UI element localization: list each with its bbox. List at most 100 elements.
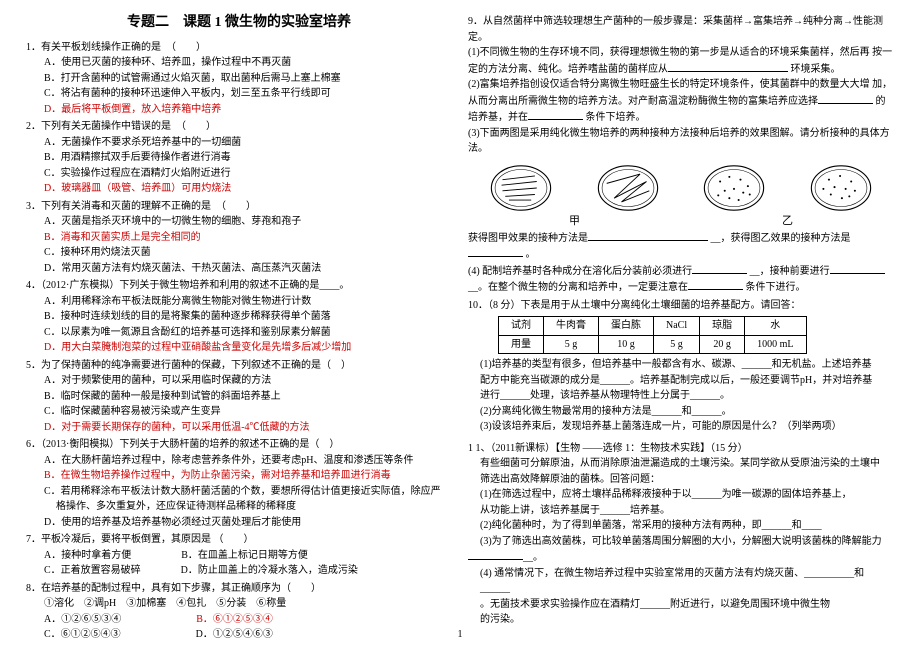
q9-3: (3)下面两图是采用纯化微生物培养的两种接种方法接种后培养的效果图解。请分析接种… <box>468 126 894 157</box>
q3: 3．下列有关消毒和灭菌的理解不正确的是 （ ） <box>26 199 452 215</box>
q11b: 筛选出高效降解原油的菌株。回答问题： <box>468 472 894 488</box>
th: 水 <box>745 317 806 336</box>
afa: 获得图甲效果的接种方法是 <box>468 233 588 244</box>
blank <box>588 230 708 241</box>
q9-2: (2)富集培养指创设仅适合特分离微生物旺盛生长的特定环境条件，使其菌群中的数量大… <box>468 77 894 126</box>
q2-c: C．实验操作过程应在酒精灯火焰附近进行 <box>26 166 452 182</box>
td: 1000 mL <box>745 335 806 354</box>
th: 试剂 <box>499 317 544 336</box>
q4-d: D．用大白菜腌制泡菜的过程中亚硝酸盐含量变化是先增多后减少增加 <box>26 340 452 356</box>
q3-d: D．常用灭菌方法有灼烧灭菌法、干热灭菌法、高压蒸汽灭菌法 <box>26 261 452 277</box>
doc-title: 专题二 课题 1 微生物的实验室培养 <box>26 12 452 34</box>
q4: 4．（2012·广东模拟）下列关于微生物培养和利用的叙述不正确的是____。 <box>26 278 452 294</box>
th: NaCl <box>654 317 700 336</box>
q11-4a: (4) 通常情况下，在微生物培养过程中实验室常用的灭菌方法有灼烧灭菌、_____… <box>468 566 894 597</box>
q8-row2: C．⑥①②⑤④③ D．①②⑤④⑥③ <box>26 627 452 643</box>
q11-2c: __。 <box>468 549 894 566</box>
q5-d: D．对于需要长期保存的菌种，可以采用低温-4℃低藏的方法 <box>26 420 452 436</box>
q7-ab: A．接种时拿着方便 B．在皿盖上标记日期等方便 <box>26 548 452 564</box>
q5-a: A．对于频繁使用的菌种，可以采用临时保藏的方法 <box>26 373 452 389</box>
petri-dish-streak-2 <box>595 163 661 213</box>
q10-1b: 配方中能充当碳源的成分是______。培养基配制完成以后，一般还要调节pH，并对… <box>468 373 894 389</box>
q10: 10．（8 分）下表是用于从土壤中分离纯化土壤细菌的培养基配方。请回答： <box>468 298 894 314</box>
th: 牛肉膏 <box>544 317 599 336</box>
q6-d: D．使用的培养基及培养基物必须经过灭菌处理后才能使用 <box>26 515 452 531</box>
q2-a: A．无菌操作不要求杀死培养基中的一切细菌 <box>26 135 452 151</box>
q2-d: D．玻璃器皿（吸管、培养皿）可用灼烧法 <box>26 181 452 197</box>
q1-a: A．使用已灭菌的接种环、培养皿，操作过程中不再灭菌 <box>26 55 452 71</box>
q11-4c: 的污染。 <box>468 612 894 628</box>
page-number: 1 <box>458 629 463 640</box>
td: 5 g <box>654 335 700 354</box>
q94b: __，接种前要进行 <box>750 266 830 277</box>
q94d: 条件下进行。 <box>746 282 806 293</box>
q10-2: (2)分离纯化微生物最常用的接种方法是______和______。 <box>468 404 894 420</box>
q1: 1．有关平板划线操作正确的是 （ ） <box>26 40 452 56</box>
q8-b: B．⑥①②⑤③④ <box>196 614 273 625</box>
q3-b: B．消毒和灭菌实质上是完全相同的 <box>26 230 452 246</box>
afb: __，获得图乙效果的接种方法是 <box>711 233 851 244</box>
q4-b: B．接种时连续划线的目的是将聚集的菌种逐步稀释获得单个菌落 <box>26 309 452 325</box>
td: 5 g <box>544 335 599 354</box>
q94c: __。在整个微生物的分离和培养中，一定要注意在 <box>468 282 688 293</box>
q8-row1: A．①②⑥⑤③④ B．⑥①②⑤③④ <box>26 612 452 628</box>
q6-a: A．在大肠杆菌培养过程中，除考虑营养条件外，还要考虑pH、温度和渗透压等条件 <box>26 453 452 469</box>
figure-labels: 甲 乙 <box>468 215 894 230</box>
td: 用量 <box>499 335 544 354</box>
q9-1c: 环境采集。 <box>791 64 841 75</box>
q6-c: C．若用稀释涂布平板法计数大肠杆菌活菌的个数，要想所得估计值更接近实际值，除应严 <box>26 484 452 500</box>
right-column: 9．从自然菌样中筛选较理想生产菌种的一般步骤是：采集菌样→富集培养→纯种分离→性… <box>460 12 902 638</box>
petri-figure <box>468 163 894 213</box>
q1-b: B．打开含菌种的试管需通过火焰灭菌，取出菌种后需马上塞上棉塞 <box>26 71 452 87</box>
q5-b: B．临时保藏的菌种一般是接种到试管的斜面培养基上 <box>26 389 452 405</box>
afc: 。 <box>526 249 536 260</box>
q9-2a: (2)富集培养指创设仅适合特分离微生物旺盛生长的特定环境条件，使其菌群中的数量大… <box>468 79 870 90</box>
td: 20 g <box>700 335 745 354</box>
table-row: 试剂 牛肉膏 蛋白胨 NaCl 琼脂 水 <box>499 317 807 336</box>
petri-dish-streak-1 <box>488 163 554 213</box>
q11a: 有些细菌可分解原油，从而消除原油泄漏造成的土壤污染。某同学欲从受原油污染的土壤中 <box>468 456 894 472</box>
left-column: 专题二 课题 1 微生物的实验室培养 1．有关平板划线操作正确的是 （ ） A．… <box>18 12 460 638</box>
q11-2b: (3)为了筛选出高效菌株，可比较单菌落周围分解圈的大小，分解圈大说明该菌株的降解… <box>468 534 894 550</box>
blank <box>468 549 523 560</box>
q11-1b: 从功能上讲，该培养基属于______培养基。 <box>468 503 894 519</box>
petri-dish-spread-2 <box>808 163 874 213</box>
q1-c: C．将沾有菌种的接种环迅速伸入平板内，划三至五条平行线即可 <box>26 86 452 102</box>
q3-c: C．接种环用灼烧法灭菌 <box>26 245 452 261</box>
q8-d: D．①②⑤④⑥③ <box>196 629 273 640</box>
th: 琼脂 <box>700 317 745 336</box>
q4-a: A．利用稀释涂布平板法既能分离微生物能对微生物进行计数 <box>26 294 452 310</box>
q5: 5．为了保持菌种的纯净需要进行菌种的保藏，下列叙述不正确的是（ ） <box>26 358 452 374</box>
q6: 6．（2013·衡阳模拟）下列关于大肠杆菌的培养的叙述不正确的是（ ） <box>26 437 452 453</box>
q11-2c-t: __。 <box>523 552 543 563</box>
q6-c2: 格操作、多次重复外，还应保证待测样品稀释的稀释度 <box>26 499 452 515</box>
q9: 9．从自然菌样中筛选较理想生产菌种的一般步骤是：采集菌样→富集培养→纯种分离→性… <box>468 14 894 45</box>
label-jia: 甲 <box>468 213 681 230</box>
q11-1a: (1)在筛选过程中，应将土壤样品稀释液接种于以______为唯一碳源的固体培养基… <box>468 487 894 503</box>
q10-1c: 进行______处理，该培养基从物理特性上分属于______。 <box>468 388 894 404</box>
td: 10 g <box>599 335 654 354</box>
blank <box>668 61 788 72</box>
q2-b: B．用酒精擦拭双手后要待操作者进行消毒 <box>26 150 452 166</box>
q4-c: C．以尿素为唯一氮源且含酚红的培养基可选择和鉴别尿素分解菌 <box>26 325 452 341</box>
q1-d: D．最后将平板倒置，放入培养箱中培养 <box>26 102 452 118</box>
q6-b: B．在微生物培养操作过程中，为防止杂菌污染，需对培养基和培养皿进行消毒 <box>26 468 452 484</box>
blank <box>692 263 747 274</box>
blank <box>830 263 885 274</box>
q9-1: (1)不同微生物的生存环境不同，获得理想微生物的第一步是从适合的环境采集菌样，然… <box>468 45 894 77</box>
q11-2a: (2)纯化菌种时，为了得到单菌落，常采用的接种方法有两种，即______和___… <box>468 518 894 534</box>
q11h: 1 1、（2011新课标）【生物 ——选修 1：生物技术实践】（15 分） <box>468 441 894 457</box>
q7-cd: C．正着放置容易破碎 D．防止皿盖上的冷凝水落入，造成污染 <box>26 563 452 579</box>
q10-1a: (1)培养基的类型有很多，但培养基中一般都含有水、碳源、______和无机盐。上… <box>468 357 894 373</box>
after-fig: 获得图甲效果的接种方法是 __，获得图乙效果的接种方法是 。 <box>468 230 894 263</box>
blank <box>468 246 523 257</box>
q3-a: A．灭菌是指杀灭环境中的一切微生物的细胞、芽孢和孢子 <box>26 214 452 230</box>
q8-a: A．①②⑥⑤③④ <box>44 614 121 625</box>
q9-2d: 条件下培养。 <box>586 112 646 123</box>
label-yi: 乙 <box>681 213 894 230</box>
q5-c: C．临时保藏菌种容易被污染或产生变异 <box>26 404 452 420</box>
q2: 2．下列有关无菌操作中错误的是 （ ） <box>26 119 452 135</box>
q11-4b: 。无菌技术要求实验操作应在酒精灯______附近进行，以避免周围环境中微生物 <box>468 597 894 613</box>
th: 蛋白胨 <box>599 317 654 336</box>
q9-1a: (1)不同微生物的生存环境不同，获得理想微生物的第一步是从适合的环境采集菌样，然… <box>468 47 870 58</box>
